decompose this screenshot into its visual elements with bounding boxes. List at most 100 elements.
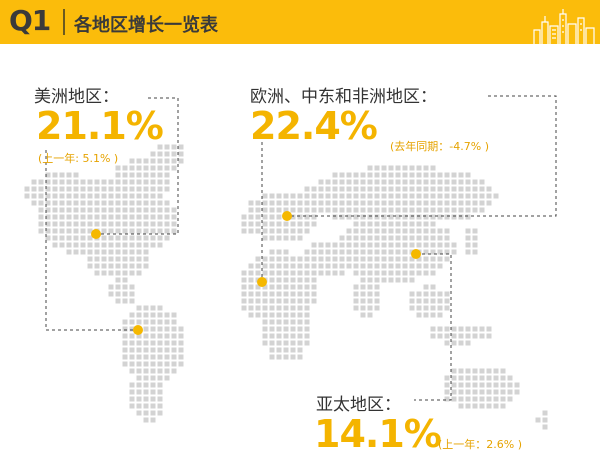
map-dot	[122, 298, 128, 304]
map-dot	[66, 235, 72, 241]
map-dot	[486, 403, 492, 409]
map-dot	[360, 207, 366, 213]
map-dot	[346, 172, 352, 178]
map-dot	[73, 179, 79, 185]
map-dot	[157, 144, 163, 150]
map-dot	[374, 207, 380, 213]
map-dot	[101, 186, 107, 192]
map-dot	[437, 186, 443, 192]
map-dot	[248, 200, 254, 206]
map-dot	[136, 305, 142, 311]
map-dot	[157, 179, 163, 185]
map-dot	[430, 298, 436, 304]
map-dot	[367, 242, 373, 248]
map-dot	[465, 249, 471, 255]
emea-europe-marker	[282, 211, 292, 221]
map-dot	[178, 151, 184, 157]
map-dot	[381, 277, 387, 283]
map-dot	[402, 249, 408, 255]
map-dot	[325, 270, 331, 276]
map-dot	[87, 193, 93, 199]
map-dot	[318, 200, 324, 206]
map-dot	[430, 214, 436, 220]
map-dot	[353, 284, 359, 290]
map-dot	[416, 165, 422, 171]
map-dot	[241, 221, 247, 227]
map-dot	[451, 333, 457, 339]
map-dot	[409, 186, 415, 192]
map-dot	[318, 179, 324, 185]
map-dot	[346, 207, 352, 213]
map-dot	[430, 263, 436, 269]
map-dot	[311, 298, 317, 304]
map-dot	[129, 389, 135, 395]
map-dot	[87, 228, 93, 234]
map-dot	[353, 221, 359, 227]
map-dot	[325, 242, 331, 248]
map-dot	[297, 340, 303, 346]
map-dot	[276, 326, 282, 332]
map-dot	[255, 291, 261, 297]
map-dot	[276, 312, 282, 318]
map-dot	[451, 242, 457, 248]
map-dot	[101, 263, 107, 269]
map-dot	[444, 179, 450, 185]
map-dot	[409, 270, 415, 276]
map-dot	[269, 291, 275, 297]
map-dot	[157, 158, 163, 164]
map-dot	[143, 228, 149, 234]
map-dot	[129, 207, 135, 213]
map-dot	[486, 396, 492, 402]
map-dot	[101, 228, 107, 234]
map-dot	[129, 158, 135, 164]
map-dot	[367, 298, 373, 304]
map-dot	[367, 186, 373, 192]
map-dot	[283, 326, 289, 332]
map-dot	[178, 333, 184, 339]
map-dot	[136, 347, 142, 353]
map-dot	[150, 207, 156, 213]
map-dot	[87, 214, 93, 220]
map-dot	[514, 389, 520, 395]
map-dot	[486, 368, 492, 374]
map-dot	[395, 249, 401, 255]
map-dot	[325, 179, 331, 185]
map-dot	[346, 200, 352, 206]
map-dot	[430, 221, 436, 227]
map-dot	[297, 263, 303, 269]
map-dot	[143, 193, 149, 199]
map-dot	[38, 207, 44, 213]
map-dot	[66, 186, 72, 192]
map-dot	[59, 228, 65, 234]
map-dot	[136, 319, 142, 325]
map-dot	[115, 284, 121, 290]
apac-callout-line	[414, 253, 452, 401]
map-dot	[297, 228, 303, 234]
map-dot	[451, 340, 457, 346]
map-dot	[108, 200, 114, 206]
map-dot	[171, 214, 177, 220]
map-dot	[353, 193, 359, 199]
map-dot	[437, 326, 443, 332]
map-dot	[101, 179, 107, 185]
map-dot	[164, 347, 170, 353]
map-dot	[115, 221, 121, 227]
map-dot	[507, 389, 513, 395]
map-dot	[171, 165, 177, 171]
map-dot	[143, 242, 149, 248]
map-dot	[500, 382, 506, 388]
map-dot	[129, 179, 135, 185]
map-dot	[346, 214, 352, 220]
map-dot	[108, 193, 114, 199]
map-dot	[304, 326, 310, 332]
map-dot	[157, 193, 163, 199]
map-dot	[353, 200, 359, 206]
map-dot	[472, 403, 478, 409]
map-dot	[290, 326, 296, 332]
map-dot	[129, 214, 135, 220]
map-dot	[290, 305, 296, 311]
map-dot	[283, 221, 289, 227]
map-dot	[157, 333, 163, 339]
map-dot	[283, 312, 289, 318]
map-dot	[311, 186, 317, 192]
